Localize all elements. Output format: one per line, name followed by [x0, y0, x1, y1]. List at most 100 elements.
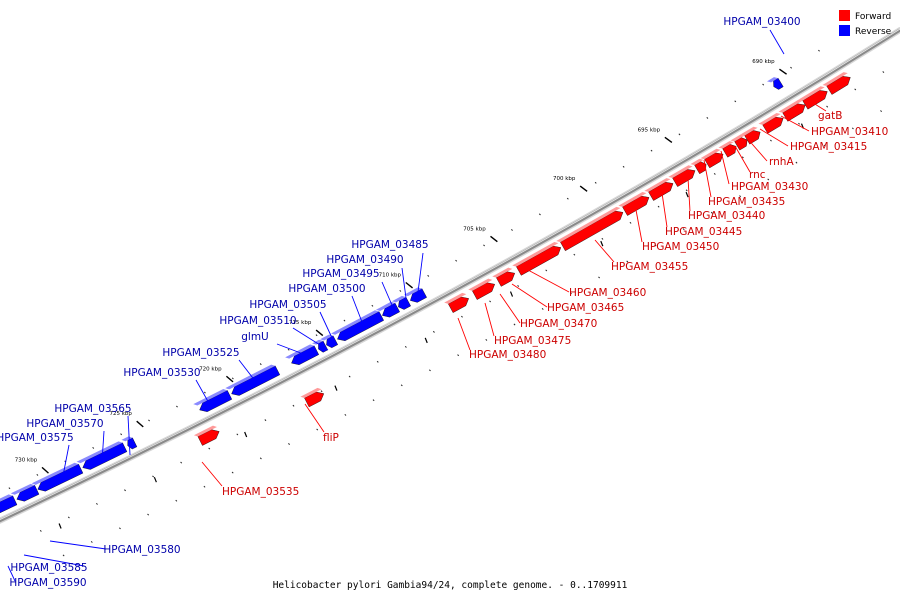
kbp-tick-label: 705 kbp — [463, 226, 486, 232]
gene-label: fliP — [323, 432, 339, 444]
backbone-dot — [569, 292, 572, 295]
backbone-dot — [545, 269, 548, 272]
forward-gene — [798, 86, 828, 110]
forward-gene-body — [734, 137, 748, 151]
forward-gene — [778, 99, 806, 122]
backbone-dot — [343, 319, 346, 322]
kbp-tick-label: 710 kbp — [379, 272, 402, 278]
gene-label: HPGAM_03505 — [249, 299, 326, 311]
reverse-gene — [331, 310, 384, 341]
kbp-tick — [664, 136, 673, 144]
backbone-dot — [626, 260, 629, 263]
reverse-gene — [285, 344, 319, 365]
kbp-tick — [41, 466, 49, 474]
reverse-gene — [375, 301, 400, 318]
kbp-tick-inner — [424, 337, 428, 344]
gene-label: HPGAM_03500 — [288, 283, 365, 295]
legend-label-forward: Forward — [855, 12, 891, 22]
backbone-dot — [710, 211, 713, 214]
backbone-dot — [344, 413, 347, 416]
leader-line — [484, 302, 495, 337]
backbone-dot — [455, 259, 458, 262]
forward-gene-body — [304, 391, 325, 408]
backbone-dot — [120, 433, 123, 436]
forward-gene-body — [448, 296, 469, 313]
forward-gene-top — [193, 425, 217, 437]
reverse-gene-top — [331, 310, 380, 335]
gene-label: HPGAM_03440 — [688, 210, 765, 222]
kbp-tick-label: 720 kbp — [199, 366, 222, 372]
backbone-dot — [400, 384, 403, 387]
leader-line — [238, 359, 257, 383]
leader-line — [417, 252, 424, 293]
kbp-tick-label: 700 kbp — [553, 176, 576, 182]
backbone-dot — [657, 205, 660, 208]
backbone-dot — [236, 433, 239, 436]
leader-line — [720, 150, 730, 185]
backbone-dot — [376, 360, 379, 363]
reverse-gene-top — [766, 77, 779, 83]
reverse-gene-body — [127, 437, 138, 450]
backbone-dot — [264, 419, 267, 422]
gene-label: HPGAM_03455 — [611, 261, 688, 273]
gene-label: HPGAM_03585 — [10, 562, 87, 574]
leader-line — [304, 403, 325, 433]
forward-gene-top — [740, 126, 758, 136]
backbone-dot — [489, 300, 492, 303]
backbone-dot — [315, 334, 318, 337]
forward-gene-top — [822, 72, 848, 87]
reverse-gene — [403, 287, 427, 303]
backbone-dot — [790, 66, 793, 69]
forward-gene-top — [512, 242, 559, 267]
backbone-dot — [287, 348, 290, 351]
reverse-gene — [766, 77, 784, 90]
backbone-dot — [175, 499, 178, 502]
forward-gene-top — [798, 86, 825, 101]
kbp-tick-label: 715 kbp — [289, 320, 312, 326]
backbone-dot — [180, 461, 183, 464]
forward-gene-top — [730, 134, 745, 142]
backbone-dot — [741, 156, 744, 159]
forward-gene-body — [826, 76, 851, 95]
backbone-dot — [798, 122, 801, 125]
leader-line — [635, 209, 643, 243]
gene-label: HPGAM_03445 — [665, 226, 742, 238]
backbone-dot — [231, 377, 234, 380]
gene-labels: gatBHPGAM_03410HPGAM_03415rnhArncHPGAM_0… — [0, 16, 888, 589]
leader-line — [319, 311, 334, 341]
forward-gene-body — [744, 130, 761, 145]
gene-label: HPGAM_03435 — [708, 196, 785, 208]
backbone-dot — [483, 244, 486, 247]
leader-line — [127, 415, 131, 456]
backbone-dots — [8, 32, 885, 557]
leader-line — [195, 379, 211, 406]
forward-gene — [492, 267, 516, 287]
leader-line — [769, 29, 785, 55]
reverse-gene-top — [10, 483, 35, 495]
reverse-gene — [10, 483, 40, 502]
forward-gene — [758, 112, 784, 134]
kbp-tick-label: 730 kbp — [15, 457, 38, 463]
forward-gene-body — [197, 429, 220, 446]
backbone-dot — [823, 144, 826, 147]
reverse-gene — [391, 295, 411, 310]
reverse-gene-body — [291, 345, 319, 365]
leader-line — [780, 115, 810, 132]
forward-gene — [822, 72, 851, 95]
leader-line — [49, 540, 107, 550]
kbp-tick — [136, 420, 144, 428]
forward-gene-top — [700, 148, 721, 160]
backbone-dot — [739, 195, 742, 198]
forward-gene-top — [668, 165, 693, 179]
kbp-tick-label: 695 kbp — [638, 127, 661, 133]
gene-label: rnc — [749, 169, 766, 181]
backbone-dot — [92, 446, 95, 449]
gene-label: HPGAM_03475 — [494, 335, 571, 347]
leader-line — [734, 145, 751, 173]
kbp-tick-inner — [600, 240, 604, 247]
backbone-dot — [203, 485, 206, 488]
kbp-ticks: 690 kbp 695 kbp 700 kbp 705 kbp 710 kbp 715 k… — [15, 59, 805, 529]
forward-gene — [690, 158, 707, 175]
map-caption: Helicobacter pylori Gambia94/24, complet… — [273, 580, 628, 591]
backbone-dot — [62, 554, 65, 557]
